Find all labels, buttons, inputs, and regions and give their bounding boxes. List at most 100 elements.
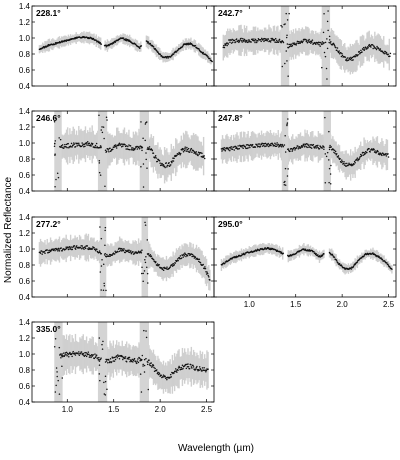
data-point bbox=[317, 43, 319, 45]
data-point bbox=[104, 244, 106, 246]
data-point bbox=[116, 357, 118, 359]
data-point bbox=[303, 144, 305, 146]
data-point bbox=[170, 376, 173, 378]
data-point bbox=[125, 145, 128, 147]
data-point bbox=[307, 144, 310, 146]
data-point bbox=[274, 142, 276, 144]
data-point bbox=[286, 19, 289, 21]
data-point bbox=[191, 151, 193, 153]
panel-frame bbox=[31, 321, 215, 403]
data-point bbox=[206, 271, 208, 273]
data-point bbox=[206, 54, 208, 57]
data-point bbox=[145, 336, 148, 339]
data-point bbox=[98, 250, 101, 252]
data-point bbox=[84, 351, 86, 354]
data-point bbox=[339, 157, 341, 160]
data-point bbox=[151, 149, 154, 152]
data-point bbox=[343, 161, 345, 163]
data-point bbox=[273, 144, 276, 147]
data-point bbox=[86, 245, 89, 247]
data-point bbox=[381, 258, 384, 261]
data-point bbox=[94, 356, 97, 358]
data-point bbox=[99, 358, 102, 361]
data-point bbox=[99, 41, 101, 44]
data-point bbox=[118, 358, 121, 360]
data-point bbox=[322, 31, 325, 34]
data-point bbox=[119, 247, 121, 250]
data-point bbox=[336, 153, 338, 155]
data-point bbox=[231, 148, 234, 151]
data-point bbox=[98, 360, 101, 362]
data-point bbox=[50, 249, 52, 252]
data-point bbox=[326, 78, 328, 80]
data-point bbox=[105, 150, 108, 153]
data-point bbox=[82, 143, 85, 146]
data-point bbox=[159, 162, 161, 164]
data-point bbox=[377, 255, 379, 257]
data-point bbox=[376, 45, 378, 48]
data-point bbox=[250, 41, 252, 43]
data-point bbox=[197, 154, 199, 157]
data-point bbox=[275, 145, 278, 148]
data-point bbox=[110, 361, 113, 363]
data-point bbox=[88, 142, 91, 145]
data-point bbox=[306, 146, 308, 149]
data-point bbox=[107, 149, 110, 151]
uncertainty-envelope bbox=[54, 111, 205, 191]
data-point bbox=[287, 75, 289, 77]
data-point bbox=[329, 183, 332, 185]
panel-frame bbox=[213, 5, 397, 87]
data-point bbox=[297, 147, 300, 150]
data-point bbox=[133, 357, 136, 360]
data-point bbox=[54, 43, 56, 45]
data-point bbox=[58, 346, 61, 349]
data-point bbox=[64, 354, 66, 356]
data-point bbox=[61, 249, 64, 252]
data-point bbox=[129, 360, 131, 363]
data-point bbox=[171, 161, 173, 164]
data-point bbox=[61, 365, 63, 368]
data-point bbox=[71, 355, 73, 358]
data-point bbox=[385, 153, 387, 155]
data-point bbox=[365, 46, 367, 49]
panel-label: 295.0° bbox=[218, 219, 243, 229]
data-point bbox=[98, 41, 100, 43]
data-point bbox=[95, 39, 98, 42]
data-point bbox=[345, 58, 348, 60]
data-point bbox=[66, 355, 68, 357]
spectrum-panel: 1.0 1.5 2.0 2.5 295.0° bbox=[213, 216, 397, 309]
data-point bbox=[320, 41, 322, 44]
data-point bbox=[286, 122, 289, 124]
data-point bbox=[329, 144, 331, 147]
data-point bbox=[170, 55, 172, 58]
uncertainty-envelope bbox=[38, 31, 212, 65]
noise-band bbox=[280, 6, 290, 86]
y-tick-label: 0.6 bbox=[19, 66, 31, 75]
data-point bbox=[269, 144, 271, 147]
data-point bbox=[349, 58, 352, 61]
data-point bbox=[104, 394, 107, 396]
data-point bbox=[280, 251, 283, 254]
data-point bbox=[282, 145, 285, 148]
data-point bbox=[256, 249, 258, 252]
data-point bbox=[203, 155, 205, 157]
data-point bbox=[297, 145, 299, 147]
y-tick-label: 1.0 bbox=[19, 139, 31, 148]
data-point bbox=[71, 352, 74, 354]
data-point bbox=[156, 263, 159, 265]
data-point bbox=[172, 53, 175, 55]
data-point bbox=[54, 142, 56, 145]
data-point bbox=[78, 142, 80, 145]
data-point bbox=[93, 357, 96, 360]
data-point bbox=[229, 258, 231, 261]
data-point bbox=[377, 47, 380, 50]
data-point bbox=[383, 52, 386, 55]
data-point bbox=[76, 142, 79, 145]
data-point bbox=[285, 50, 287, 52]
data-point bbox=[199, 261, 202, 264]
y-tick-label: 0.8 bbox=[19, 155, 31, 164]
data-point bbox=[291, 150, 293, 152]
data-point bbox=[193, 257, 196, 259]
data-point bbox=[69, 248, 71, 250]
data-point bbox=[140, 45, 143, 47]
